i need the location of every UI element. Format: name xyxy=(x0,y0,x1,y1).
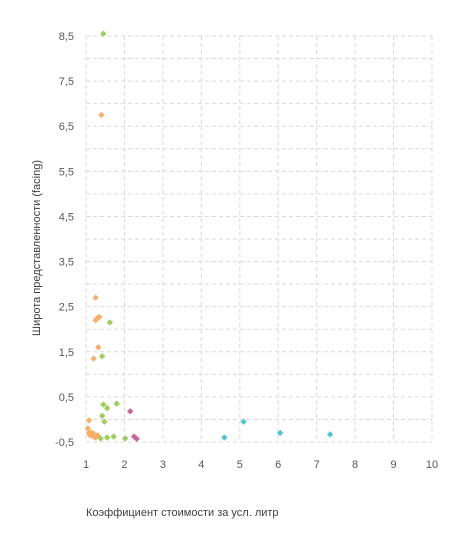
tick-labels: 1 2 3 4 5 6 7 8 9 10 -0,5 0,5 1,5 2,5 3,5 4,5 5,5 6,5 7,5 8… xyxy=(55,31,438,471)
data-point xyxy=(103,434,111,441)
data-point xyxy=(95,344,102,351)
x-tick-label: 5 xyxy=(237,459,243,471)
x-tick-label: 7 xyxy=(314,459,320,471)
data-point xyxy=(96,313,103,321)
y-tick-label: 5,5 xyxy=(59,166,74,178)
data-point xyxy=(97,435,104,442)
x-tick-label: 6 xyxy=(275,459,281,471)
y-tick-label: -0,5 xyxy=(55,437,74,449)
x-tick-label: 3 xyxy=(160,459,166,471)
data-point xyxy=(240,418,247,425)
data-point xyxy=(122,435,129,442)
y-axis-title: Широта представленности (facing) xyxy=(31,160,43,336)
y-tick-label: 8,5 xyxy=(59,31,74,43)
data-point xyxy=(276,429,284,437)
y-tick-label: 2,5 xyxy=(59,302,74,314)
data-point xyxy=(113,400,120,407)
data-point xyxy=(133,435,140,443)
data-point xyxy=(100,30,107,37)
data-point xyxy=(221,434,228,441)
data-point xyxy=(98,412,106,420)
y-tick-label: 6,5 xyxy=(59,121,74,133)
data-point xyxy=(127,408,134,415)
x-tick-label: 8 xyxy=(352,459,358,471)
data-point xyxy=(103,404,111,412)
data-point xyxy=(98,353,106,360)
x-tick-label: 9 xyxy=(390,459,396,471)
x-tick-label: 1 xyxy=(83,459,89,471)
x-axis-title: Коэффициент стоимости за усл. литр xyxy=(86,507,279,519)
data-point xyxy=(90,355,97,362)
y-tick-label: 1,5 xyxy=(59,347,74,359)
data-point xyxy=(84,425,92,432)
data-point xyxy=(85,417,93,424)
x-tick-label: 2 xyxy=(121,459,127,471)
x-tick-label: 4 xyxy=(198,459,204,471)
data-points xyxy=(84,30,334,443)
grid-lines xyxy=(85,35,433,443)
data-point xyxy=(100,401,107,408)
data-point xyxy=(110,433,117,440)
data-point xyxy=(98,111,105,119)
data-point xyxy=(92,294,99,301)
data-point xyxy=(101,418,108,425)
y-tick-label: 3,5 xyxy=(59,257,74,269)
x-tick-label: 10 xyxy=(426,459,438,471)
data-point xyxy=(106,319,114,326)
y-tick-label: 4,5 xyxy=(59,211,74,223)
y-tick-label: 7,5 xyxy=(59,76,74,88)
data-point xyxy=(326,431,334,438)
y-tick-label: 0,5 xyxy=(59,392,74,404)
